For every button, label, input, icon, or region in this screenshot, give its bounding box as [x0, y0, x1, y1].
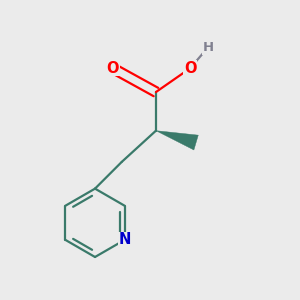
Polygon shape: [156, 131, 198, 150]
Text: O: O: [184, 61, 197, 76]
Text: N: N: [118, 232, 131, 247]
Text: O: O: [106, 61, 119, 76]
Text: H: H: [202, 41, 214, 54]
